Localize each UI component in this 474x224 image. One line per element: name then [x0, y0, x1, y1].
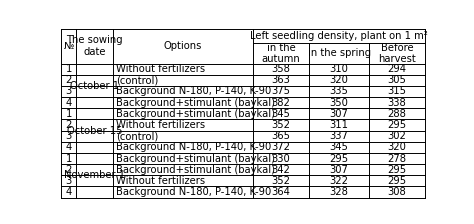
Text: in the
autumn: in the autumn	[262, 43, 301, 64]
Text: 3: 3	[65, 131, 72, 141]
Text: Without fertilizers: Without fertilizers	[116, 176, 205, 186]
Text: Without fertilizers: Without fertilizers	[116, 64, 205, 74]
Text: 365: 365	[272, 131, 291, 141]
Text: (control): (control)	[116, 131, 158, 141]
Text: 307: 307	[330, 109, 348, 119]
Text: October 15: October 15	[67, 126, 122, 136]
Text: October 1: October 1	[70, 81, 119, 91]
Text: Left seedling density, plant on 1 m²: Left seedling density, plant on 1 m²	[250, 31, 428, 41]
Text: 345: 345	[272, 109, 291, 119]
Text: 352: 352	[272, 120, 291, 130]
Text: 288: 288	[388, 109, 406, 119]
Text: 295: 295	[387, 176, 407, 186]
Text: Background+stimulant (baykal): Background+stimulant (baykal)	[116, 165, 274, 175]
Text: 322: 322	[329, 176, 348, 186]
Text: November 1: November 1	[64, 170, 125, 180]
Text: 382: 382	[272, 98, 291, 108]
Text: 4: 4	[65, 142, 72, 152]
Text: 295: 295	[387, 165, 407, 175]
Text: 2: 2	[65, 75, 72, 85]
Text: Background N-180, P-140, K-90: Background N-180, P-140, K-90	[116, 187, 271, 197]
Text: 320: 320	[330, 75, 348, 85]
Text: 345: 345	[330, 142, 348, 152]
Text: 1: 1	[65, 153, 72, 164]
Text: Background+stimulant (baykal): Background+stimulant (baykal)	[116, 153, 274, 164]
Text: 338: 338	[388, 98, 406, 108]
Text: 342: 342	[272, 165, 291, 175]
Text: 4: 4	[65, 98, 72, 108]
Text: 372: 372	[272, 142, 291, 152]
Text: Options: Options	[164, 41, 202, 51]
Text: №: №	[64, 41, 74, 51]
Text: 364: 364	[272, 187, 291, 197]
Text: 315: 315	[387, 86, 406, 97]
Text: 2: 2	[65, 165, 72, 175]
Text: 295: 295	[387, 120, 407, 130]
Text: 350: 350	[330, 98, 348, 108]
Text: 337: 337	[330, 131, 348, 141]
Text: 305: 305	[388, 75, 406, 85]
Text: 330: 330	[272, 153, 290, 164]
Text: 352: 352	[272, 176, 291, 186]
Text: 1: 1	[65, 64, 72, 74]
Text: 294: 294	[387, 64, 406, 74]
Text: 363: 363	[272, 75, 291, 85]
Text: 1: 1	[65, 109, 72, 119]
Text: 3: 3	[65, 176, 72, 186]
Text: Background N-180, P-140, K-90: Background N-180, P-140, K-90	[116, 142, 271, 152]
Text: The sowing
date: The sowing date	[66, 35, 123, 57]
Text: 328: 328	[330, 187, 348, 197]
Text: 375: 375	[272, 86, 291, 97]
Text: 335: 335	[330, 86, 348, 97]
Text: 278: 278	[387, 153, 406, 164]
Text: 308: 308	[388, 187, 406, 197]
Text: Before
harvest: Before harvest	[378, 43, 416, 64]
Text: 4: 4	[65, 187, 72, 197]
Text: (control): (control)	[116, 75, 158, 85]
Text: 295: 295	[329, 153, 349, 164]
Text: Background N-180, P-140, K-90: Background N-180, P-140, K-90	[116, 86, 271, 97]
Text: 358: 358	[272, 64, 291, 74]
Text: 302: 302	[388, 131, 406, 141]
Text: 310: 310	[330, 64, 348, 74]
Text: 3: 3	[65, 86, 72, 97]
Text: 311: 311	[329, 120, 348, 130]
Text: 2: 2	[65, 120, 72, 130]
Text: Background+stimulant (baykal): Background+stimulant (baykal)	[116, 98, 274, 108]
Text: in the spring: in the spring	[308, 48, 371, 58]
Text: 307: 307	[330, 165, 348, 175]
Text: 320: 320	[388, 142, 406, 152]
Text: Without fertilizers: Without fertilizers	[116, 120, 205, 130]
Text: Background+stimulant (baykal): Background+stimulant (baykal)	[116, 109, 274, 119]
